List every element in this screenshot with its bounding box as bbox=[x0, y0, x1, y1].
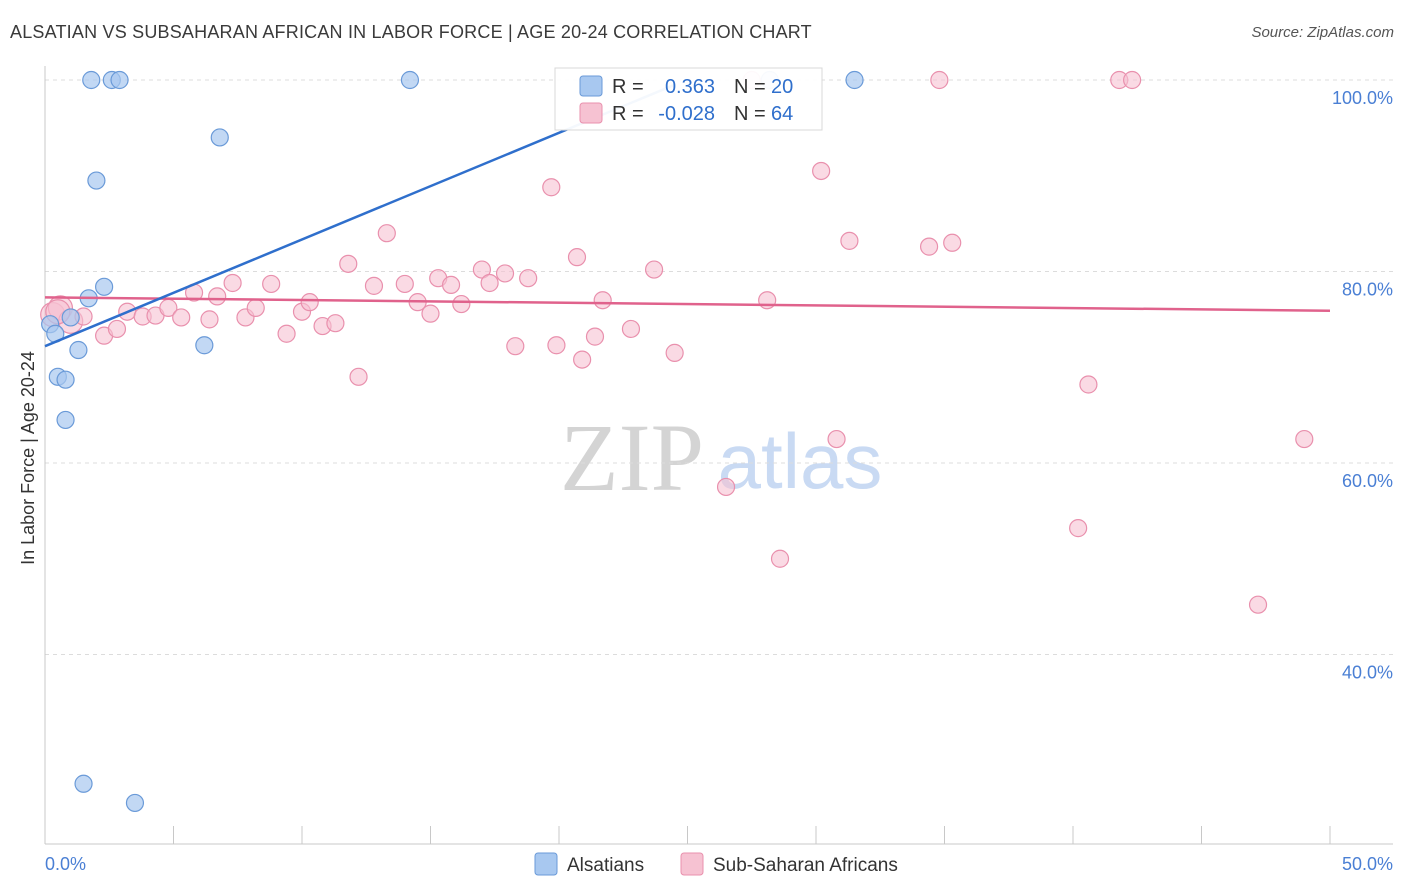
sub-saharan-point bbox=[1069, 519, 1088, 538]
sub-saharan-point bbox=[812, 161, 831, 181]
sub-saharan-point bbox=[919, 237, 939, 256]
watermark-zip: ZIP bbox=[560, 404, 704, 511]
alsatian-point bbox=[69, 340, 88, 360]
sub-saharan-point bbox=[107, 319, 127, 339]
alsatian-point bbox=[845, 70, 864, 90]
x-tick-label-max: 50.0% bbox=[1342, 854, 1393, 874]
sub-saharan-point bbox=[200, 310, 219, 329]
sub-saharan-point bbox=[547, 336, 566, 355]
sub-saharan-point bbox=[573, 350, 592, 369]
legend-n-value-2: 64 bbox=[771, 103, 793, 125]
sub-saharan-point bbox=[827, 429, 846, 449]
sub-saharan-point bbox=[300, 293, 319, 312]
sub-saharan-point bbox=[377, 224, 396, 243]
y-tick-label: 100.0% bbox=[1332, 88, 1393, 108]
sub-saharan-point bbox=[506, 337, 525, 356]
correlation-legend: R = 0.363 N = 20 R = -0.028 N = 64 bbox=[554, 67, 823, 131]
y-tick-label: 80.0% bbox=[1342, 280, 1393, 300]
sub-saharan-point bbox=[246, 298, 265, 317]
sub-saharan-point bbox=[840, 231, 859, 250]
alsatian-point bbox=[195, 336, 214, 355]
legend-alsatians-swatch bbox=[534, 852, 558, 876]
alsatian-point bbox=[125, 793, 145, 813]
y-tick-label: 60.0% bbox=[1342, 471, 1393, 491]
sub-saharan-point bbox=[943, 233, 962, 252]
sub-saharan-point bbox=[495, 264, 515, 283]
sub-saharan-point bbox=[665, 343, 684, 362]
alsatian-point bbox=[82, 70, 101, 90]
legend-alsatians-label: Alsatians bbox=[567, 855, 644, 876]
alsatian-point bbox=[56, 370, 75, 389]
alsatian-point bbox=[95, 277, 114, 296]
watermark-atlas: atlas bbox=[718, 417, 883, 505]
sub-saharan-point bbox=[472, 260, 491, 279]
sub-saharan-point bbox=[716, 477, 736, 497]
chart-title: ALSATIAN VS SUBSAHARAN AFRICAN IN LABOR … bbox=[10, 22, 812, 42]
sub-saharan-point bbox=[421, 304, 440, 323]
y-tick-labels: 40.0% 60.0% 80.0% 100.0% bbox=[1332, 88, 1393, 683]
sub-saharan-point bbox=[1079, 375, 1098, 394]
sub-saharan-point bbox=[770, 549, 790, 568]
sub-saharan-point bbox=[349, 367, 368, 386]
legend-swatch-blue bbox=[579, 75, 603, 97]
sub-saharan-point bbox=[223, 273, 242, 293]
alsatian-point bbox=[74, 774, 93, 793]
sub-saharan-point bbox=[208, 287, 227, 306]
legend-n-label-1: N = bbox=[734, 76, 766, 98]
sub-saharan-point bbox=[644, 260, 664, 279]
sub-saharan-point bbox=[441, 275, 461, 295]
sub-saharan-point bbox=[593, 291, 612, 310]
series-legend: Alsatians Sub-Saharan Africans bbox=[534, 852, 898, 876]
sub-saharan-point bbox=[452, 294, 471, 314]
sub-saharan-point bbox=[1295, 429, 1314, 449]
alsatian-point bbox=[400, 70, 420, 90]
sub-saharan-point bbox=[339, 254, 358, 273]
x-axis-ticks bbox=[44, 826, 1331, 844]
legend-r-label-1: R = bbox=[612, 76, 644, 98]
sub-saharan-point bbox=[480, 273, 499, 293]
sub-saharan-point bbox=[542, 178, 561, 197]
sub-saharan-point bbox=[567, 248, 587, 267]
sub-saharan-point bbox=[364, 276, 384, 295]
sub-saharan-points bbox=[40, 70, 1314, 614]
y-axis-title: In Labor Force | Age 20-24 bbox=[18, 351, 38, 565]
legend-swatch-pink bbox=[579, 102, 603, 124]
watermark: ZIP atlas bbox=[560, 404, 882, 511]
x-tick-label-min: 0.0% bbox=[45, 854, 86, 874]
alsatian-point bbox=[110, 70, 129, 90]
alsatian-point bbox=[61, 308, 80, 327]
sub-saharan-point bbox=[172, 308, 191, 327]
legend-n-label-2: N = bbox=[734, 103, 766, 125]
gridlines bbox=[45, 79, 1393, 655]
legend-r-label-2: R = bbox=[612, 103, 644, 125]
y-tick-label: 40.0% bbox=[1342, 663, 1393, 683]
alsatian-points bbox=[41, 70, 864, 813]
sub-saharan-point bbox=[519, 269, 538, 288]
alsatian-point bbox=[87, 171, 106, 190]
legend-r-value-2: -0.028 bbox=[658, 103, 715, 125]
sub-saharan-point bbox=[1248, 595, 1268, 614]
legend-r-value-1: 0.363 bbox=[665, 76, 715, 98]
sub-saharan-point bbox=[1123, 70, 1142, 90]
alsatian-point bbox=[56, 410, 75, 430]
source-credit: Source: ZipAtlas.com bbox=[1251, 24, 1394, 41]
sub-saharan-point bbox=[277, 324, 296, 343]
sub-saharan-point bbox=[262, 274, 281, 294]
sub-saharan-point bbox=[930, 70, 949, 90]
sub-saharan-point bbox=[395, 274, 414, 294]
sub-saharan-trend-line bbox=[44, 296, 1331, 313]
sub-saharan-point bbox=[585, 327, 605, 346]
alsatian-point bbox=[210, 128, 229, 147]
legend-n-value-1: 20 bbox=[771, 76, 793, 98]
legend-subsaharan-label: Sub-Saharan Africans bbox=[713, 855, 898, 876]
sub-saharan-point bbox=[621, 319, 641, 339]
sub-saharan-point bbox=[326, 314, 345, 333]
legend-subsaharan-swatch bbox=[680, 852, 704, 876]
